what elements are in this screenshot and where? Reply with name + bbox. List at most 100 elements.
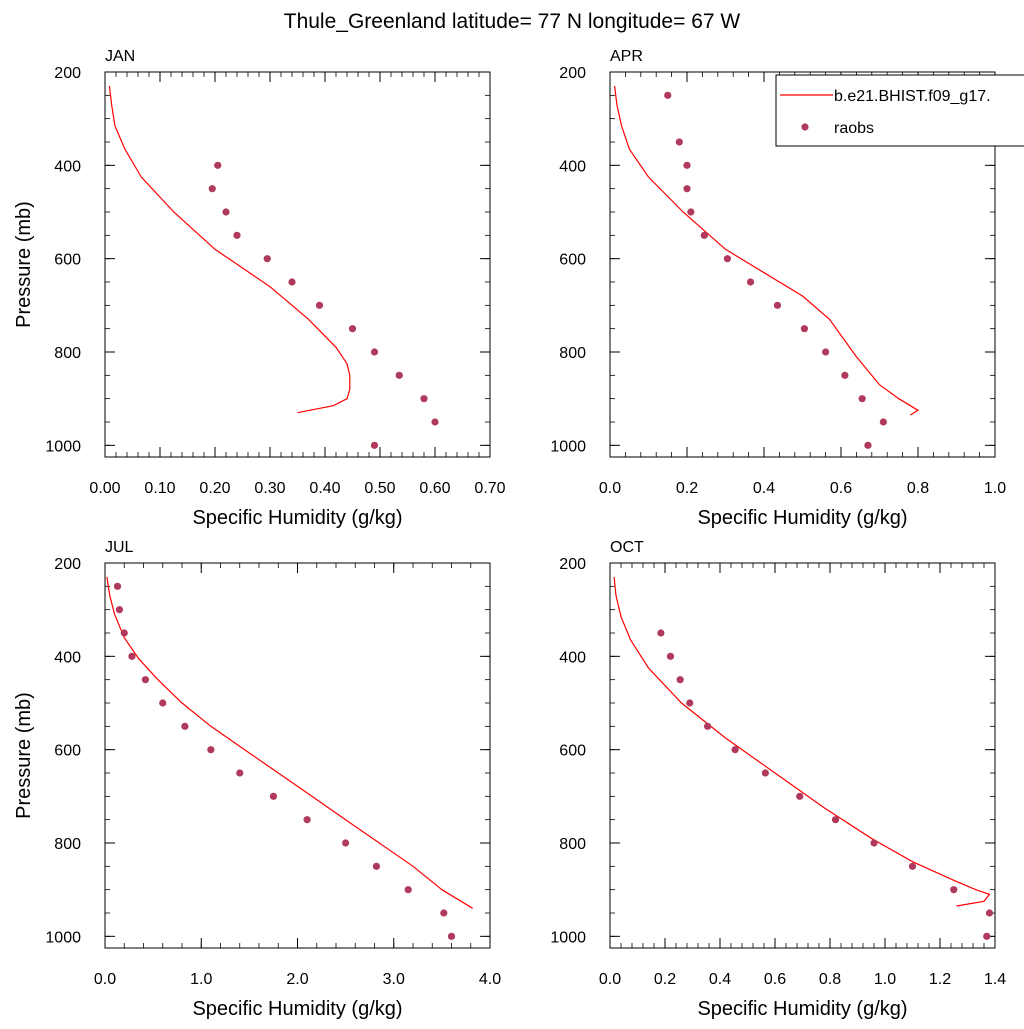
y-tick-label: 600	[559, 743, 586, 760]
obs-point	[723, 255, 732, 263]
x-tick-label: 0.60	[419, 480, 450, 497]
x-axis-label: Specific Humidity (g/kg)	[697, 998, 907, 1020]
x-tick-label: 0.40	[309, 480, 340, 497]
y-tick-label: 200	[559, 65, 586, 82]
obs-point	[214, 161, 222, 169]
obs-point	[315, 301, 324, 309]
obs-point	[666, 652, 675, 660]
x-tick-label: 1.2	[929, 971, 951, 988]
obs-point	[431, 418, 439, 426]
x-tick-label: 1.4	[984, 971, 1006, 988]
legend-obs-label: raobs	[834, 120, 874, 137]
obs-point	[773, 301, 782, 309]
obs-point	[657, 629, 665, 637]
legend-obs-marker	[801, 123, 809, 131]
obs-point	[447, 932, 456, 940]
obs-point	[664, 91, 672, 99]
obs-point	[796, 792, 804, 800]
x-tick-label: 0.4	[753, 480, 775, 497]
y-tick-label: 1000	[550, 929, 586, 946]
y-tick-label: 800	[54, 836, 81, 853]
x-tick-label: 0.6	[830, 480, 852, 497]
model-series-line	[108, 85, 351, 414]
obs-point	[704, 722, 712, 730]
legend: b.e21.BHIST.f09_g17. raobs	[775, 74, 1024, 147]
panel-title: JAN	[105, 48, 135, 65]
panel-title: OCT	[610, 539, 644, 556]
obs-point	[675, 138, 683, 146]
plot-frame	[104, 562, 491, 949]
obs-point	[159, 699, 167, 707]
y-tick-label: 800	[54, 345, 81, 362]
obs-point	[985, 909, 994, 917]
model-series-line	[106, 576, 474, 909]
legend-model-label: b.e21.BHIST.f09_g17.	[834, 88, 991, 105]
obs-point	[370, 441, 379, 449]
x-tick-label: 0.8	[819, 971, 841, 988]
x-tick-label: 0.00	[89, 480, 120, 497]
x-tick-label: 0.0	[599, 480, 621, 497]
obs-point	[141, 676, 150, 684]
x-tick-label: 0.4	[709, 971, 731, 988]
obs-point	[864, 441, 872, 449]
obs-point	[303, 816, 311, 824]
x-tick-label: 0.0	[94, 971, 116, 988]
x-tick-label: 0.10	[144, 480, 175, 497]
plot-frame	[609, 562, 996, 949]
obs-point	[370, 348, 379, 356]
obs-point	[908, 862, 917, 870]
obs-point	[879, 418, 887, 426]
obs-point	[120, 629, 128, 637]
x-tick-label: 3.0	[383, 971, 405, 988]
obs-point	[822, 348, 830, 356]
obs-point	[831, 816, 840, 824]
y-tick-label: 400	[559, 158, 586, 175]
obs-point	[676, 676, 684, 684]
obs-point	[113, 582, 122, 590]
x-tick-label: 0.70	[474, 480, 505, 497]
x-tick-label: 0.2	[676, 480, 698, 497]
obs-point	[746, 278, 755, 286]
obs-point	[222, 208, 230, 216]
obs-point	[181, 722, 189, 730]
obs-point	[128, 652, 136, 660]
obs-point	[372, 862, 381, 870]
y-tick-label: 1000	[45, 929, 81, 946]
x-tick-label: 0.20	[199, 480, 230, 497]
obs-point	[683, 161, 691, 169]
x-tick-label: 2.0	[286, 971, 308, 988]
obs-point	[236, 769, 244, 777]
y-tick-label: 1000	[550, 438, 586, 455]
obs-point	[440, 909, 448, 917]
obs-point	[395, 371, 403, 379]
obs-point	[208, 185, 216, 193]
y-tick-label: 200	[54, 65, 81, 82]
x-axis-label: Specific Humidity (g/kg)	[192, 998, 402, 1020]
model-series-line	[614, 85, 920, 416]
obs-point	[269, 792, 278, 800]
obs-point	[207, 746, 215, 754]
y-tick-label: 600	[54, 252, 81, 269]
obs-point	[404, 886, 412, 894]
y-tick-label: 800	[559, 836, 586, 853]
x-tick-label: 0.0	[599, 971, 621, 988]
panel-jul: 0.0 1.0 2.0 3.0 4.0 200 400 600 800 1000 JUL Specif…	[13, 539, 501, 1020]
x-tick-label: 1.0	[190, 971, 212, 988]
y-tick-label: 200	[559, 556, 586, 573]
obs-point	[420, 395, 428, 403]
panel-apr: 0.0 0.2 0.4 0.6 0.8 1.0 200 400 600 800 1000 APR Spe…	[550, 48, 1006, 529]
panels: 0.00 0.10 0.20 0.30 0.40 0.50 0.60 0.70 200 400 60…	[13, 48, 1006, 1020]
plot-frame	[609, 71, 996, 458]
x-tick-label: 1.0	[984, 480, 1006, 497]
obs-point	[858, 395, 866, 403]
x-tick-label: 0.8	[907, 480, 929, 497]
y-tick-label: 1000	[45, 438, 81, 455]
panel-title: APR	[610, 48, 643, 65]
obs-point	[731, 746, 739, 754]
obs-point	[115, 606, 124, 614]
y-axis-label: Pressure (mb)	[13, 692, 35, 819]
y-tick-label: 800	[559, 345, 586, 362]
x-tick-label: 0.50	[364, 480, 395, 497]
